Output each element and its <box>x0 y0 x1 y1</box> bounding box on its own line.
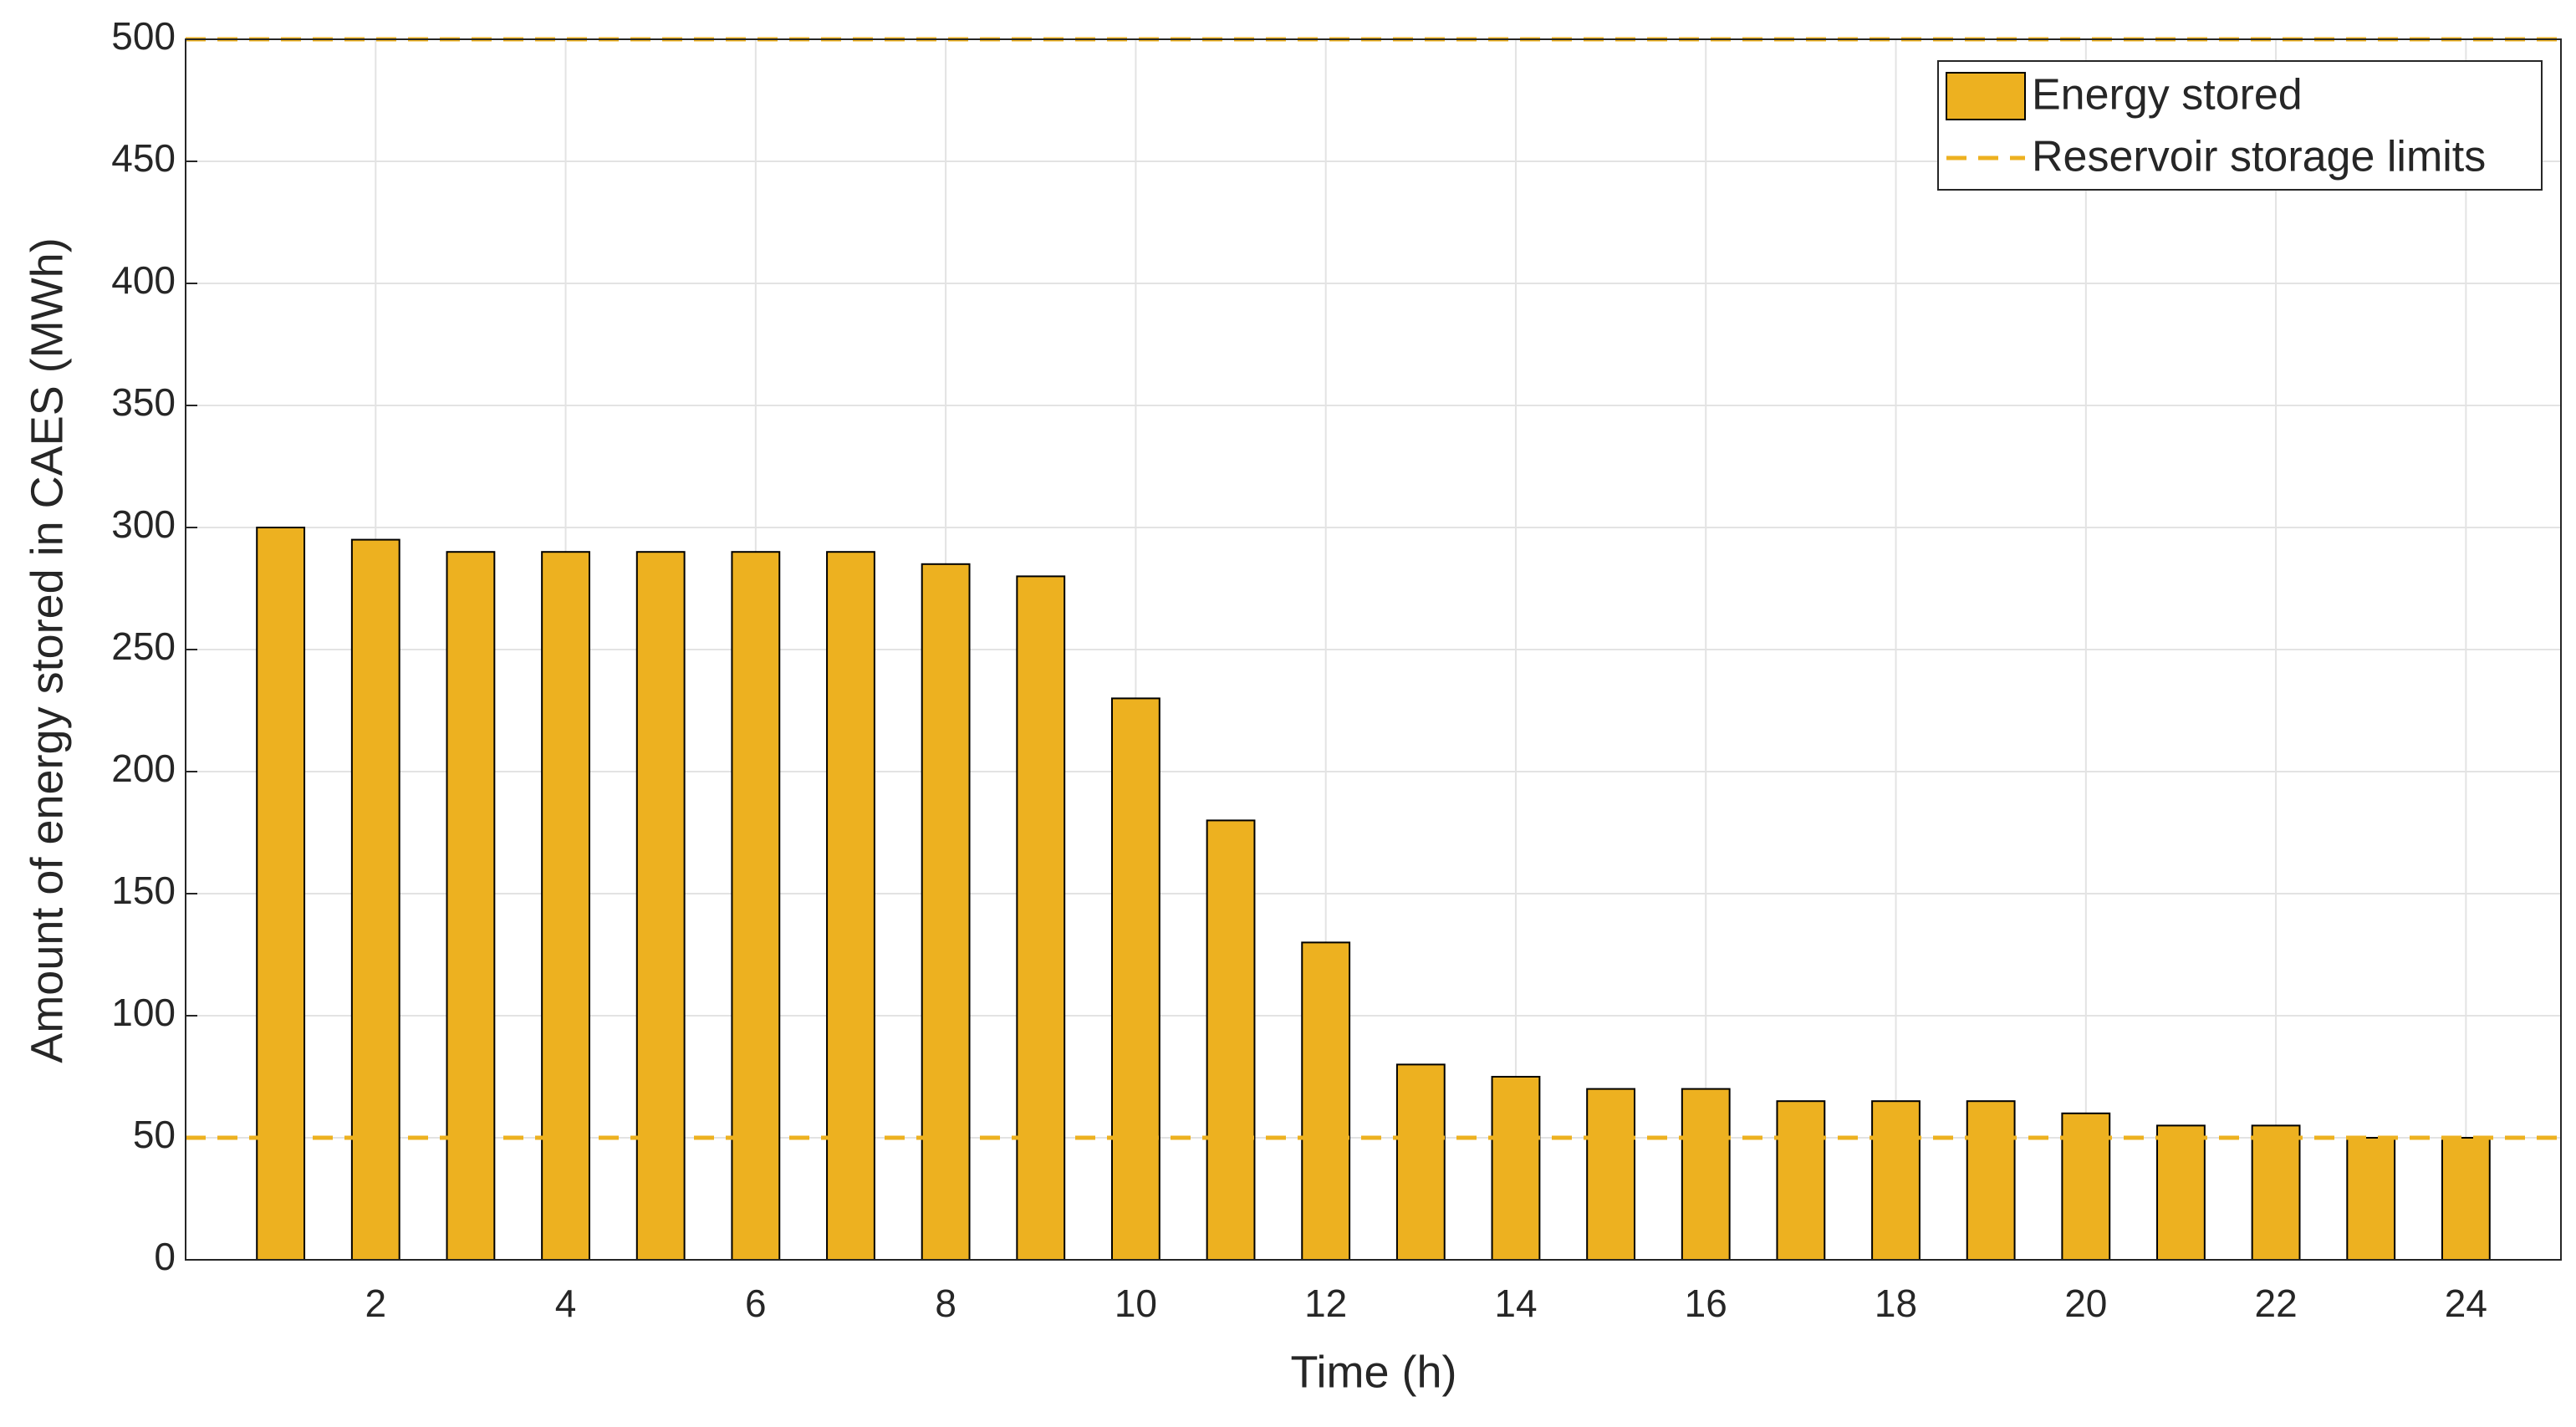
bar <box>635 551 686 1261</box>
bar <box>731 551 781 1261</box>
x-tick-label: 22 <box>2254 1282 2297 1325</box>
bar <box>2441 1137 2491 1261</box>
bar <box>1586 1088 1636 1261</box>
plot-frame <box>185 38 2562 1261</box>
bar <box>1681 1088 1731 1261</box>
x-tick-label: 8 <box>935 1282 956 1325</box>
legend-label: Reservoir storage limits <box>2032 133 2486 181</box>
x-tick-label: 2 <box>365 1282 386 1325</box>
y-tick-label: 0 <box>154 1235 176 1278</box>
y-tick-label: 500 <box>111 14 176 58</box>
x-tick-label: 12 <box>1304 1282 1347 1325</box>
y-axis-label: Amount of energy stored in CAES (MWh) <box>22 237 72 1063</box>
bar <box>2346 1137 2396 1261</box>
bar <box>256 527 306 1261</box>
y-tick-label: 100 <box>111 991 176 1034</box>
y-tick-label: 150 <box>111 869 176 912</box>
x-axis-label: Time (h) <box>1291 1347 1457 1397</box>
bar <box>1871 1100 1921 1261</box>
legend-box <box>1937 60 2543 191</box>
bar <box>2251 1124 2301 1261</box>
y-tick-label: 300 <box>111 502 176 546</box>
bar <box>1395 1063 1446 1261</box>
bar <box>1301 941 1351 1261</box>
x-tick-label: 16 <box>1685 1282 1727 1325</box>
x-tick-label: 6 <box>745 1282 767 1325</box>
bar <box>350 538 400 1261</box>
y-tick-label: 450 <box>111 136 176 180</box>
y-tick-label: 50 <box>133 1113 176 1156</box>
x-tick-label: 14 <box>1494 1282 1537 1325</box>
x-tick-label: 24 <box>2445 1282 2487 1325</box>
legend-swatch <box>1946 72 2026 120</box>
bar <box>2061 1112 2111 1261</box>
x-tick-label: 20 <box>2064 1282 2107 1325</box>
y-tick-label: 250 <box>111 624 176 668</box>
bar <box>446 551 496 1261</box>
y-tick-label: 400 <box>111 258 176 302</box>
bar <box>541 551 590 1261</box>
bar <box>921 563 971 1261</box>
bar <box>826 551 875 1261</box>
x-tick-label: 10 <box>1115 1282 1157 1325</box>
legend-label: Energy stored <box>2032 71 2303 120</box>
bar <box>1016 575 1066 1261</box>
bar <box>2156 1124 2206 1261</box>
bar <box>1206 819 1256 1261</box>
x-tick-label: 18 <box>1875 1282 1917 1325</box>
bar <box>1491 1076 1541 1261</box>
x-tick-label: 4 <box>555 1282 577 1325</box>
y-tick-label: 350 <box>111 380 176 424</box>
bar <box>1966 1100 2016 1261</box>
bar <box>1776 1100 1826 1261</box>
bar <box>1110 697 1160 1261</box>
y-tick-label: 200 <box>111 747 176 790</box>
